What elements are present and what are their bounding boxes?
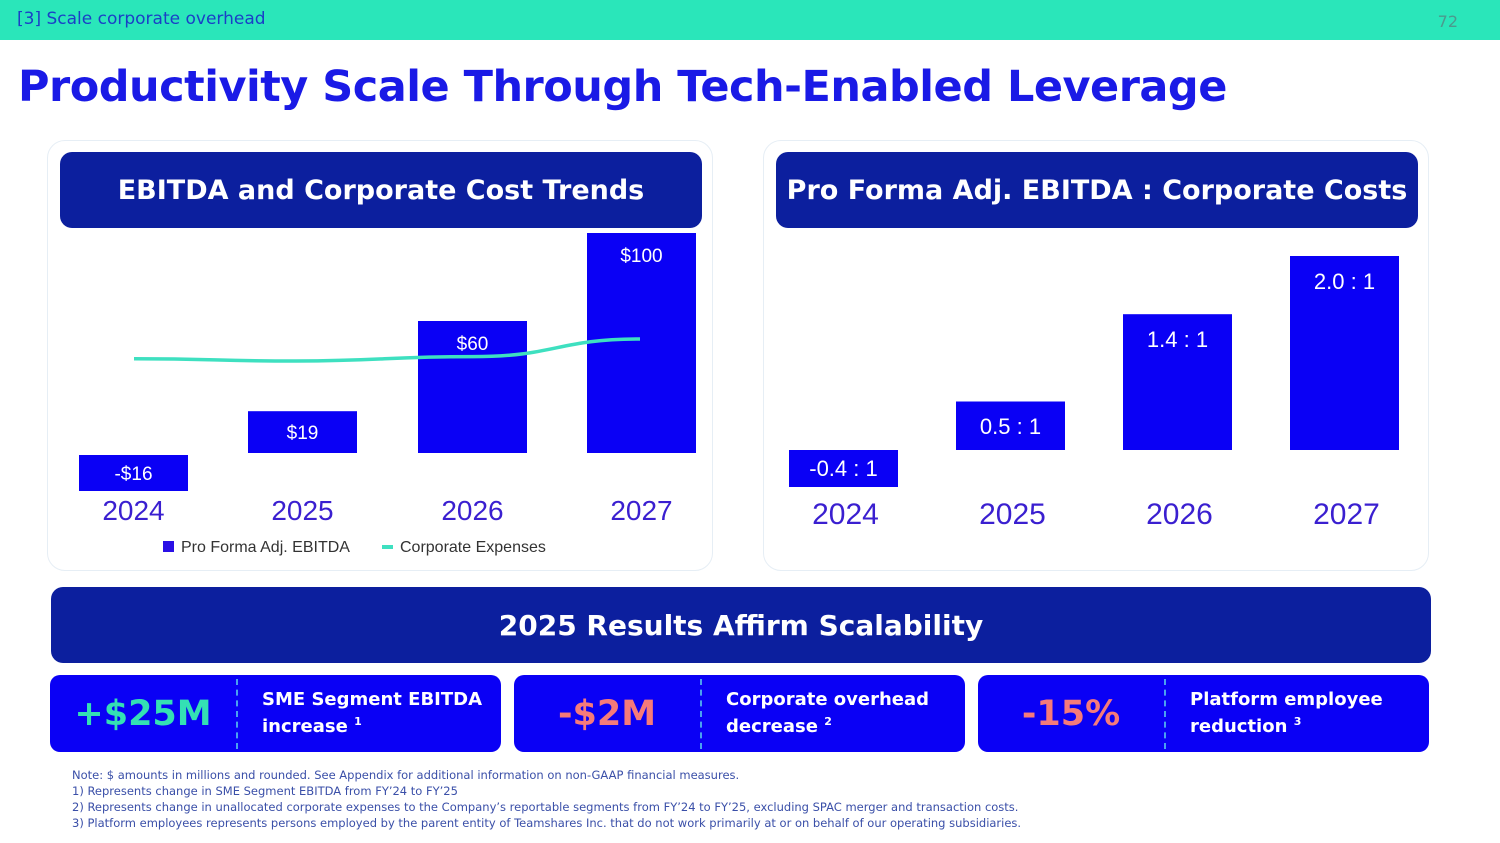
bar-2024 bbox=[79, 455, 188, 491]
data-label: 0.5 : 1 bbox=[980, 414, 1041, 439]
bar-2024 bbox=[789, 450, 898, 487]
bar-2026 bbox=[1123, 314, 1232, 450]
x-tick-label: 2026 bbox=[441, 495, 503, 526]
data-label: -$16 bbox=[114, 464, 152, 485]
data-label: 2.0 : 1 bbox=[1314, 269, 1375, 294]
kpi-value: -15% bbox=[1021, 693, 1121, 734]
footnotes: Note: $ amounts in millions and rounded.… bbox=[72, 767, 1021, 831]
kpi-divider bbox=[700, 678, 702, 749]
bar-2025 bbox=[248, 411, 357, 453]
footnote-ref: 1 bbox=[354, 715, 362, 728]
chart-title: EBITDA and Corporate Cost Trends bbox=[60, 152, 702, 228]
ebitda-trend-chart: -$16 2024 $19 2025 $60 2026 $100 2027 Pro Forma … bbox=[79, 233, 696, 556]
x-tick-label: 2025 bbox=[271, 495, 333, 526]
kpi-description: SME Segment EBITDA increase 1 bbox=[262, 689, 483, 737]
data-label: -0.4 : 1 bbox=[809, 456, 877, 481]
x-tick-label: 2026 bbox=[1146, 498, 1213, 531]
data-label: $60 bbox=[457, 334, 489, 355]
legend-swatch-ebitda bbox=[163, 541, 174, 552]
bar-2026 bbox=[418, 321, 527, 453]
footnote: 1) Represents change in SME Segment EBIT… bbox=[72, 784, 458, 798]
x-tick-label: 2027 bbox=[1313, 498, 1380, 531]
ebitda-trend-card: EBITDA and Corporate Cost Trends -$16 202… bbox=[47, 140, 713, 571]
bar-2027 bbox=[1290, 256, 1399, 450]
x-tick-label: 2024 bbox=[812, 498, 879, 531]
page-title: Productivity Scale Through Tech-Enabled … bbox=[18, 62, 1227, 112]
kpi-value: +$25M bbox=[74, 693, 212, 734]
kpi-description: Corporate overhead decrease 2 bbox=[726, 689, 930, 737]
x-tick-label: 2025 bbox=[979, 498, 1046, 531]
kpi-description: Platform employee reduction 3 bbox=[1190, 689, 1383, 737]
kpi-divider bbox=[1164, 678, 1166, 749]
corporate-expenses-line bbox=[133, 337, 641, 363]
chart-title: Pro Forma Adj. EBITDA : Corporate Costs bbox=[776, 152, 1418, 228]
data-label: $19 bbox=[287, 423, 319, 444]
bar-2027 bbox=[587, 233, 696, 453]
kpi-card: -15% Platform employee reduction 3 bbox=[978, 675, 1429, 752]
kpi-divider bbox=[236, 678, 238, 749]
footnote: 3) Platform employees represents persons… bbox=[72, 816, 1022, 830]
kpi-card: +$25M SME Segment EBITDA increase 1 bbox=[50, 675, 501, 752]
ratio-card: Pro Forma Adj. EBITDA : Corporate Costs … bbox=[763, 140, 1429, 571]
x-tick-label: 2027 bbox=[610, 495, 672, 526]
footnote-ref: 3 bbox=[1293, 715, 1302, 728]
x-tick-label: 2024 bbox=[102, 495, 164, 526]
legend-swatch-corporate-expenses bbox=[382, 545, 393, 549]
data-label: 1.4 : 1 bbox=[1147, 327, 1208, 352]
footnote: 2) Represents change in unallocated corp… bbox=[72, 800, 1019, 814]
top-bar: [3] Scale corporate overhead 72 bbox=[0, 0, 1500, 40]
ratio-chart: -0.4 : 1 2024 0.5 : 1 2025 1.4 : 1 2026 2.0 : … bbox=[789, 256, 1399, 531]
bar-2025 bbox=[956, 401, 1065, 450]
legend-label: Corporate Expenses bbox=[400, 539, 546, 556]
results-banner: 2025 Results Affirm Scalability bbox=[51, 587, 1431, 663]
footnote-ref: 2 bbox=[824, 715, 832, 728]
page-number: 72 bbox=[1437, 12, 1458, 31]
legend-label: Pro Forma Adj. EBITDA bbox=[181, 539, 350, 556]
footnote: Note: $ amounts in millions and rounded.… bbox=[72, 768, 740, 782]
kpi-value: -$2M bbox=[557, 693, 657, 734]
kpi-card: -$2M Corporate overhead decrease 2 bbox=[514, 675, 965, 752]
section-label: [3] Scale corporate overhead bbox=[17, 9, 266, 29]
data-label: $100 bbox=[620, 246, 662, 267]
